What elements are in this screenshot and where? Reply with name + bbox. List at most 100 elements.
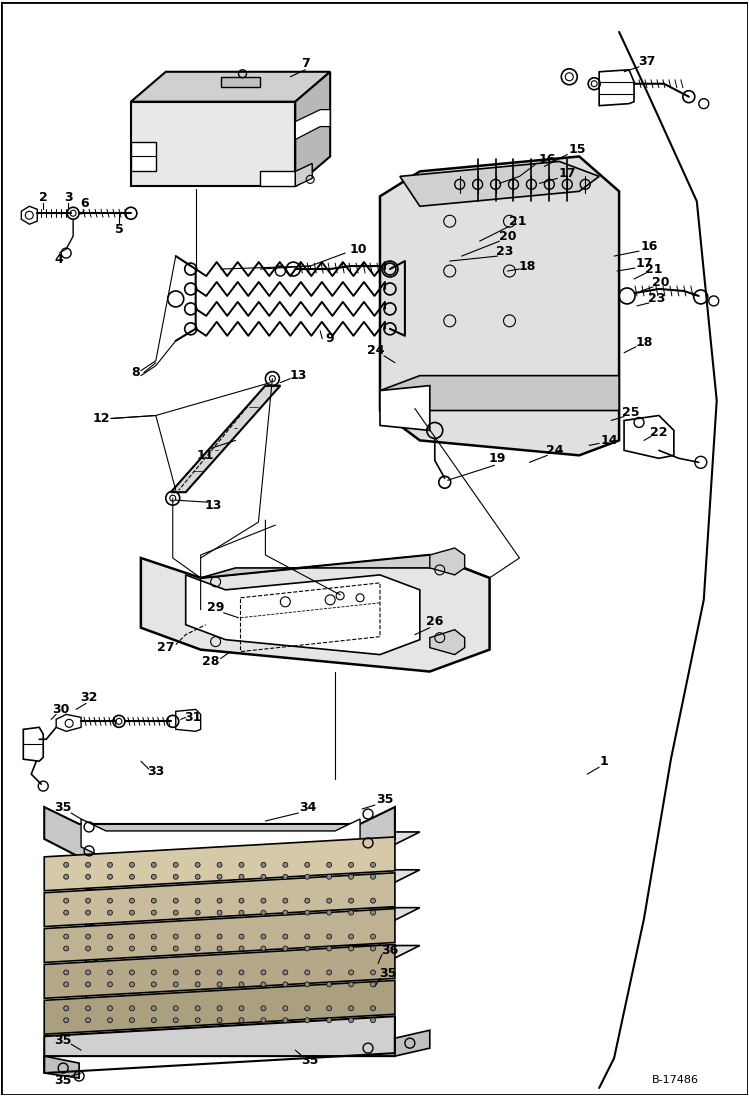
Circle shape — [239, 1006, 244, 1010]
Circle shape — [195, 934, 200, 939]
Circle shape — [108, 911, 112, 915]
Circle shape — [64, 874, 69, 880]
Text: 23: 23 — [649, 293, 666, 305]
Circle shape — [327, 934, 332, 939]
Text: 7: 7 — [301, 57, 309, 70]
Text: 15: 15 — [568, 143, 586, 156]
Polygon shape — [295, 71, 330, 186]
Text: 16: 16 — [640, 239, 658, 252]
Circle shape — [85, 898, 91, 903]
Polygon shape — [220, 77, 261, 87]
Circle shape — [305, 1018, 310, 1022]
Circle shape — [371, 946, 375, 951]
Text: 35: 35 — [55, 1033, 72, 1047]
Text: 10: 10 — [349, 242, 367, 256]
Circle shape — [151, 934, 157, 939]
Circle shape — [108, 970, 112, 975]
Polygon shape — [86, 965, 380, 1004]
Polygon shape — [141, 555, 490, 671]
Circle shape — [327, 970, 332, 975]
Circle shape — [283, 1018, 288, 1022]
Polygon shape — [44, 981, 395, 1034]
Circle shape — [151, 898, 157, 903]
Circle shape — [371, 874, 375, 880]
Circle shape — [130, 1018, 134, 1022]
Circle shape — [283, 874, 288, 880]
Circle shape — [64, 934, 69, 939]
Circle shape — [305, 1006, 310, 1010]
Text: 33: 33 — [148, 765, 165, 778]
Circle shape — [261, 898, 266, 903]
Circle shape — [151, 970, 157, 975]
Polygon shape — [380, 157, 619, 455]
Circle shape — [85, 982, 91, 987]
Circle shape — [195, 946, 200, 951]
Polygon shape — [400, 161, 599, 206]
Circle shape — [283, 1006, 288, 1010]
Circle shape — [327, 874, 332, 880]
Polygon shape — [44, 1016, 395, 1056]
Text: 35: 35 — [55, 1074, 72, 1086]
Circle shape — [261, 970, 266, 975]
Circle shape — [130, 898, 134, 903]
Circle shape — [348, 1006, 354, 1010]
Text: 22: 22 — [650, 426, 667, 439]
Circle shape — [85, 934, 91, 939]
Circle shape — [85, 874, 91, 880]
Circle shape — [130, 1006, 134, 1010]
Text: 35: 35 — [55, 801, 72, 814]
Circle shape — [130, 874, 134, 880]
Polygon shape — [44, 807, 395, 857]
Circle shape — [173, 874, 178, 880]
Circle shape — [371, 1018, 375, 1022]
Circle shape — [371, 1006, 375, 1010]
Circle shape — [239, 982, 244, 987]
Text: 5: 5 — [115, 223, 124, 236]
Polygon shape — [395, 1030, 430, 1056]
Circle shape — [85, 911, 91, 915]
Circle shape — [151, 982, 157, 987]
Polygon shape — [201, 555, 490, 578]
Circle shape — [217, 911, 222, 915]
Text: 6: 6 — [80, 196, 88, 210]
Circle shape — [64, 1018, 69, 1022]
Circle shape — [217, 874, 222, 880]
Circle shape — [239, 911, 244, 915]
Circle shape — [283, 970, 288, 975]
Polygon shape — [86, 832, 420, 852]
Polygon shape — [131, 102, 295, 186]
Circle shape — [151, 1018, 157, 1022]
Circle shape — [239, 874, 244, 880]
Circle shape — [173, 1018, 178, 1022]
Text: 13: 13 — [290, 370, 307, 382]
Circle shape — [348, 982, 354, 987]
Circle shape — [130, 970, 134, 975]
Text: 4: 4 — [55, 252, 64, 265]
Polygon shape — [131, 71, 330, 102]
Text: 1: 1 — [600, 755, 608, 768]
Text: 35: 35 — [302, 1053, 319, 1066]
Text: 30: 30 — [52, 703, 70, 716]
Text: 11: 11 — [197, 449, 214, 462]
Circle shape — [108, 982, 112, 987]
Text: 24: 24 — [367, 344, 385, 358]
Circle shape — [283, 898, 288, 903]
Circle shape — [151, 862, 157, 868]
Circle shape — [195, 1018, 200, 1022]
Circle shape — [305, 946, 310, 951]
Circle shape — [173, 982, 178, 987]
Circle shape — [173, 911, 178, 915]
Circle shape — [371, 862, 375, 868]
Circle shape — [348, 970, 354, 975]
Text: 17: 17 — [559, 167, 576, 180]
Circle shape — [239, 862, 244, 868]
Circle shape — [371, 970, 375, 975]
Text: 29: 29 — [207, 601, 224, 614]
Circle shape — [371, 911, 375, 915]
Circle shape — [108, 862, 112, 868]
Circle shape — [85, 970, 91, 975]
Circle shape — [305, 911, 310, 915]
Polygon shape — [23, 727, 43, 761]
Circle shape — [130, 934, 134, 939]
Circle shape — [348, 874, 354, 880]
